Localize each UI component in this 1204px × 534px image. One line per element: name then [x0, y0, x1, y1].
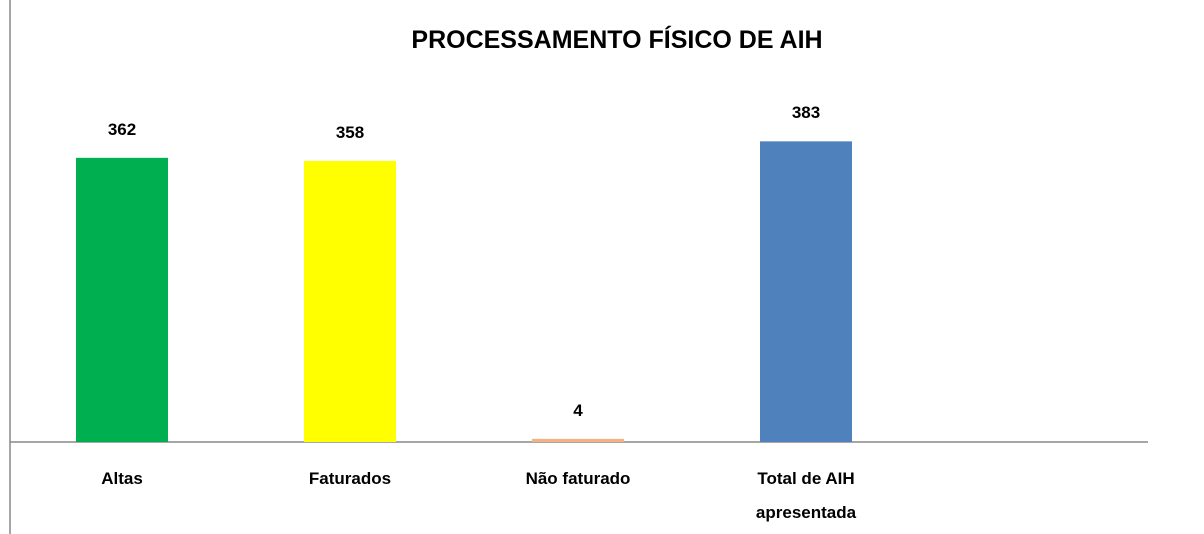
x-tick-label: Não faturado [525, 469, 631, 488]
x-tick-label: Faturados [308, 469, 392, 488]
data-label: 362 [107, 119, 137, 139]
bar [76, 157, 168, 442]
data-label: 4 [573, 400, 583, 420]
x-tick-label: Altas [101, 469, 143, 488]
bar [304, 160, 396, 442]
bar [760, 141, 852, 442]
data-label: 358 [335, 122, 365, 142]
chart-title: PROCESSAMENTO FÍSICO DE AIH [411, 26, 823, 54]
x-tick-label: Total de AIH apresentada [755, 469, 857, 522]
data-label: 383 [791, 103, 821, 123]
bar [532, 438, 624, 442]
